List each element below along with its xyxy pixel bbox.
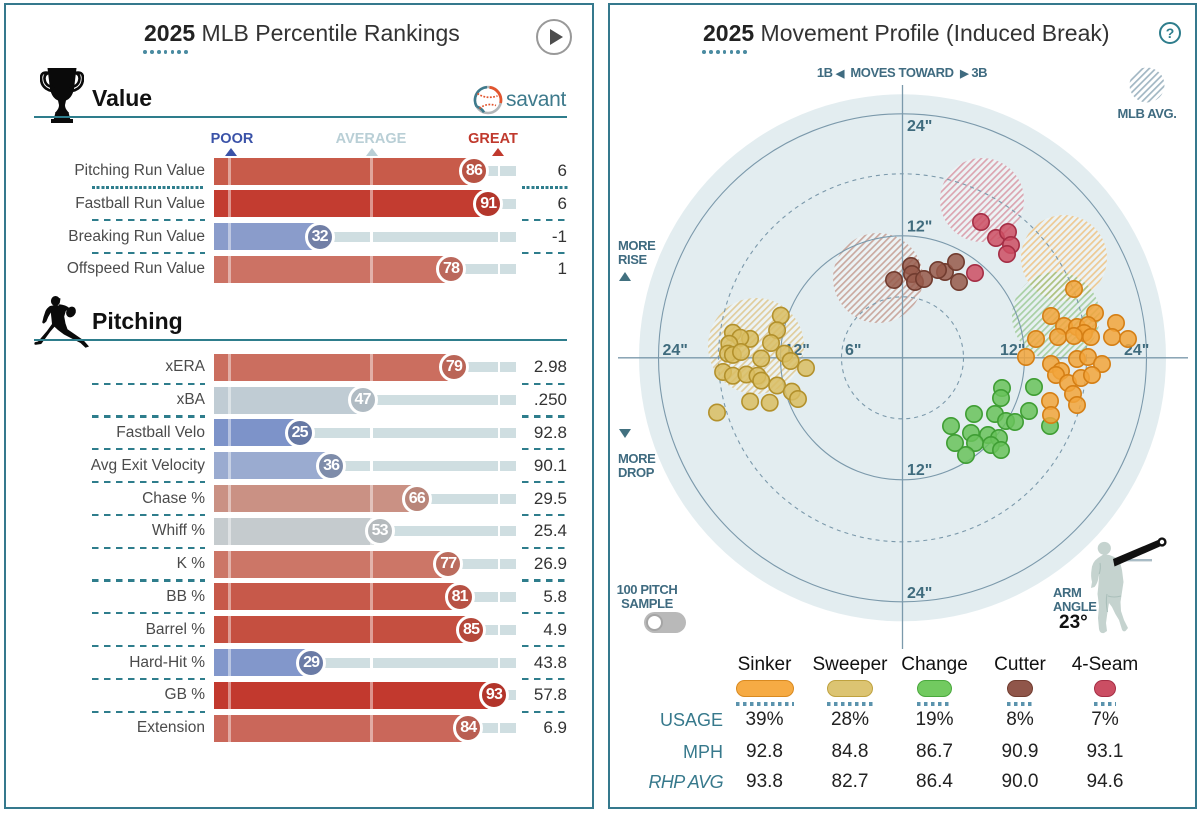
svg-text:24": 24" [663, 342, 688, 359]
svg-text:12": 12" [907, 462, 932, 479]
svg-text:12": 12" [907, 219, 932, 236]
svg-text:24": 24" [907, 585, 932, 602]
svg-text:6": 6" [845, 342, 861, 359]
svg-text:24": 24" [907, 118, 932, 135]
